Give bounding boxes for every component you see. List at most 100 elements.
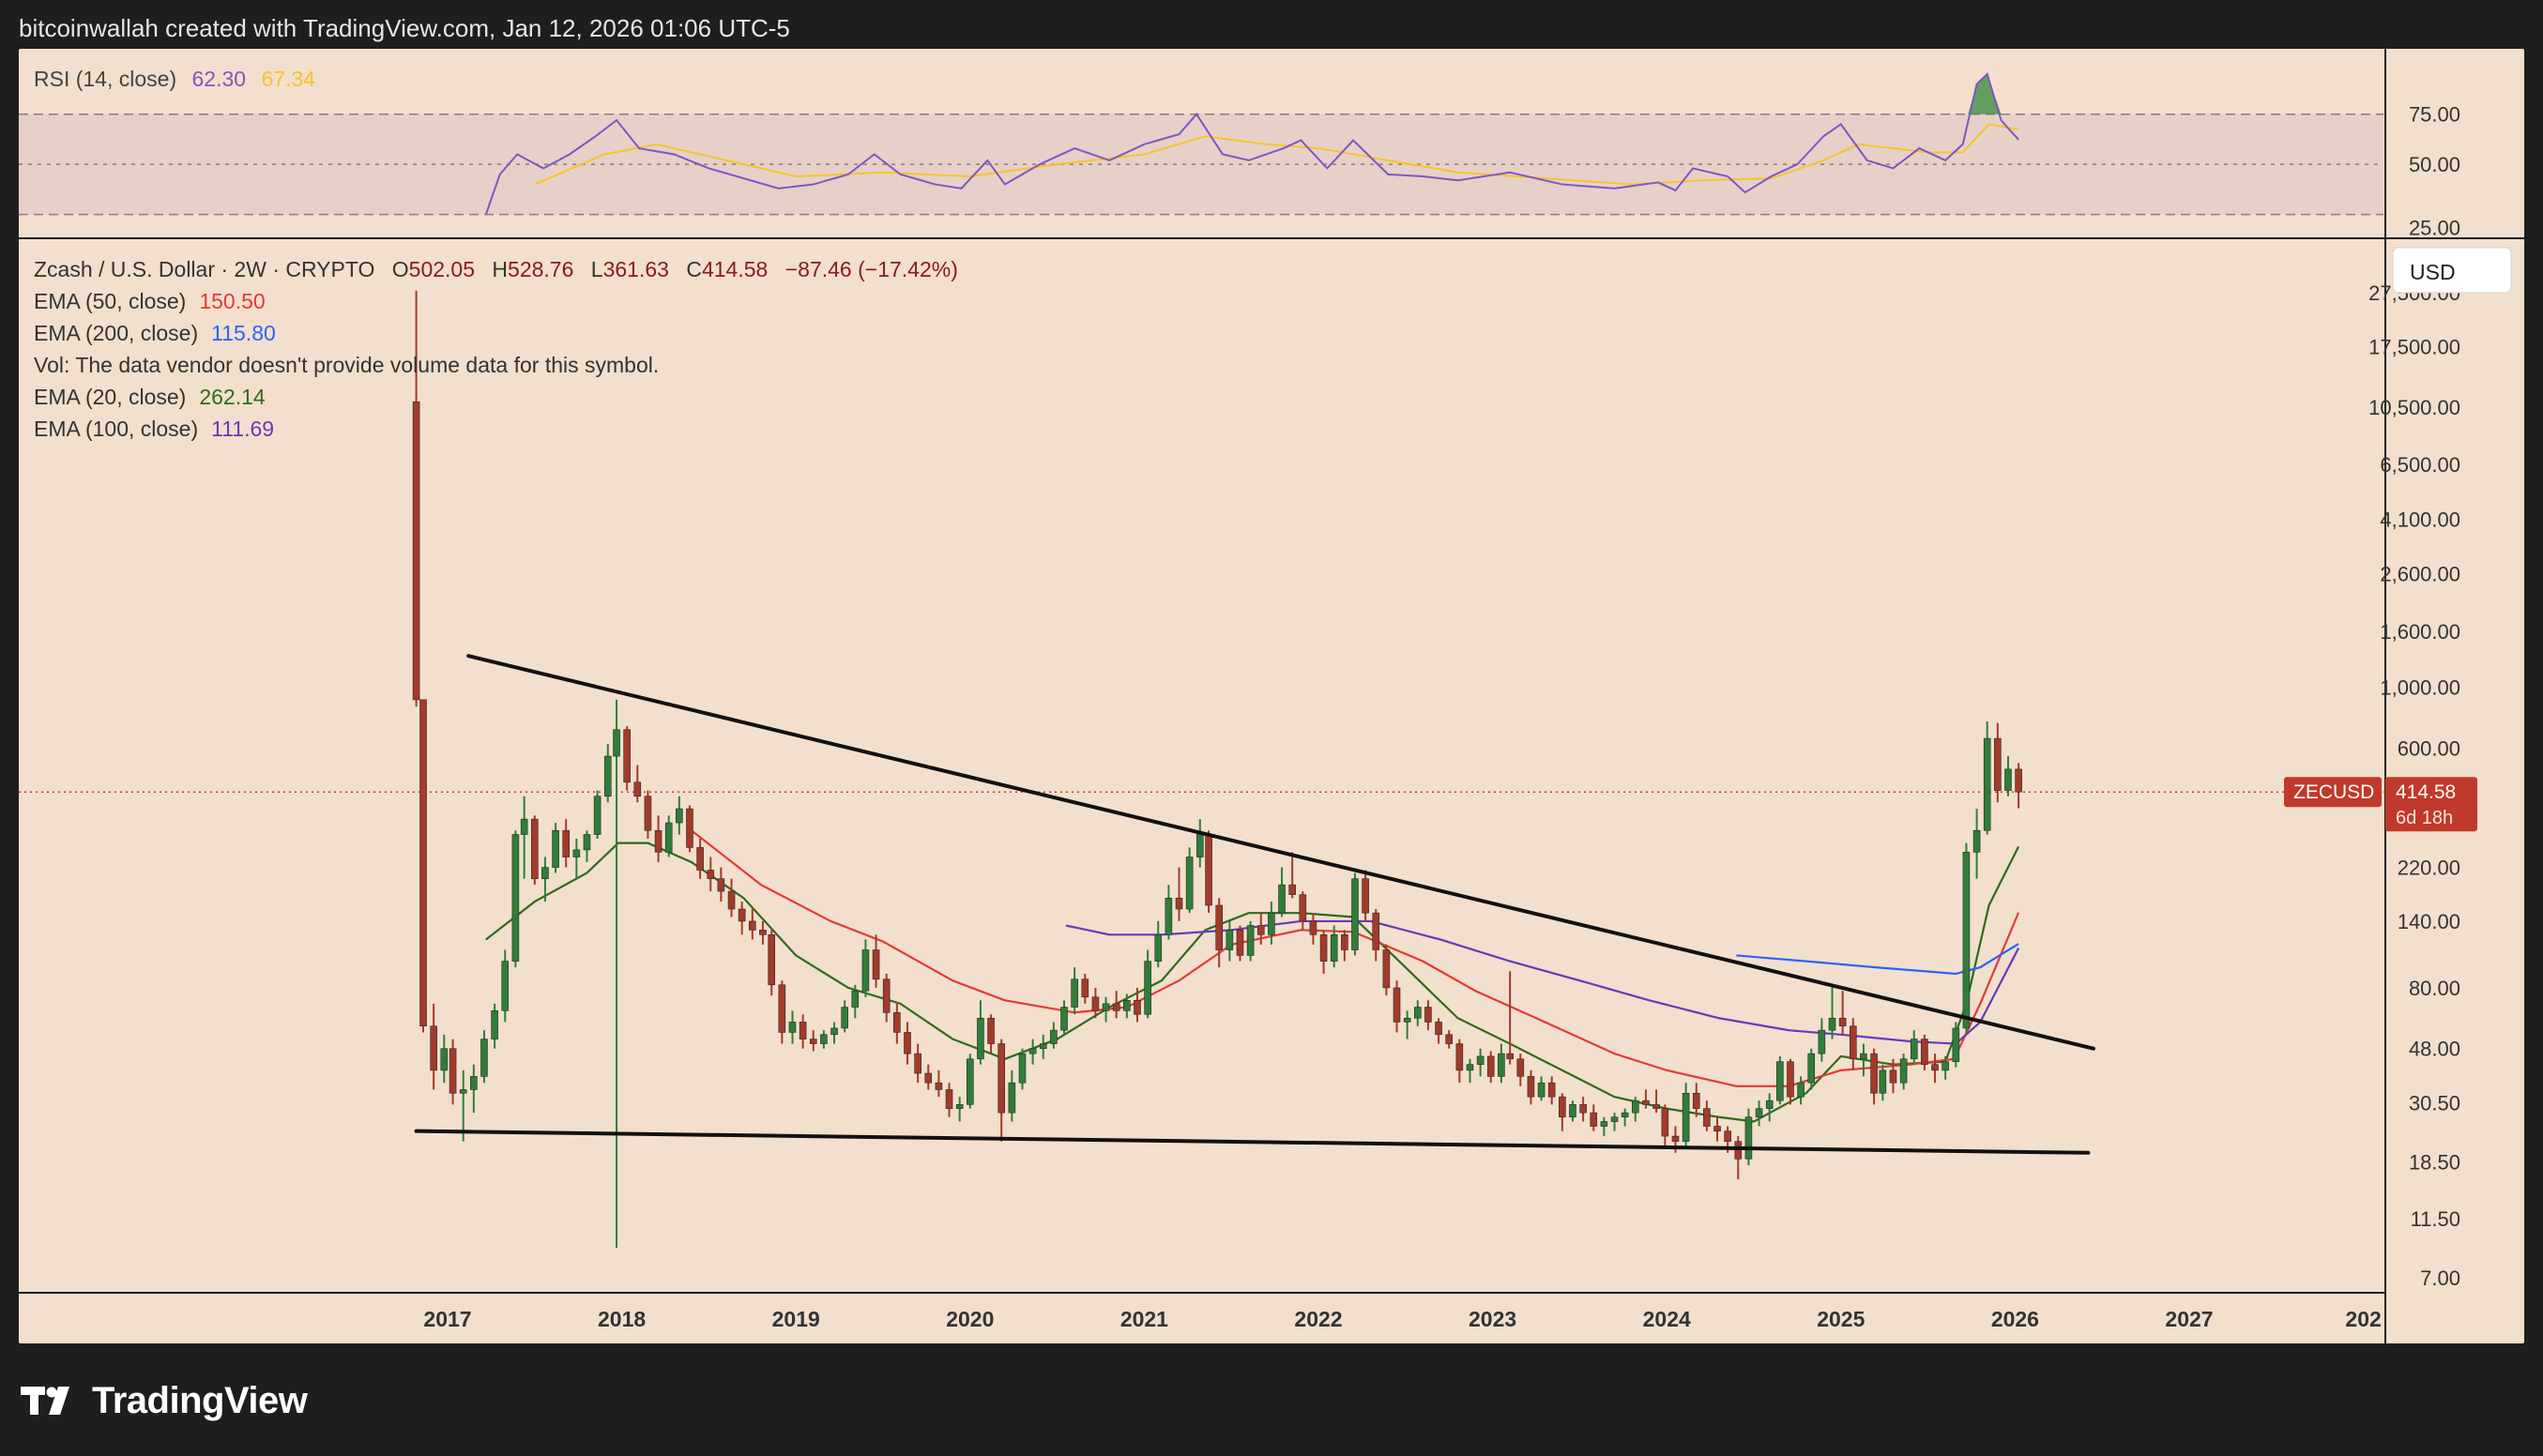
candle (707, 857, 715, 892)
candle (882, 973, 891, 1023)
candle (778, 980, 786, 1044)
candle-body (935, 1082, 943, 1090)
candle-body (1807, 1053, 1816, 1084)
candle-body (1631, 1100, 1639, 1114)
candle-body (1983, 737, 1991, 831)
price-axis-label: 600.00 (2398, 736, 2460, 760)
symbol-line: Zcash / U.S. Dollar · 2W · CRYPTO O502.0… (34, 257, 958, 281)
candle-body (851, 990, 860, 1008)
candle-body (654, 829, 662, 853)
candle-body (1330, 934, 1338, 962)
candle (1185, 847, 1194, 914)
candle-body (778, 984, 786, 1033)
candle-body (1621, 1112, 1629, 1118)
candle (572, 838, 581, 879)
candle-body (1060, 1007, 1068, 1031)
candle (449, 1039, 457, 1105)
candle (1330, 925, 1338, 968)
candle-body (1590, 1112, 1598, 1127)
candle (1807, 1048, 1816, 1090)
candle-body (412, 401, 420, 701)
candle (1600, 1116, 1608, 1137)
candle-body (1351, 878, 1359, 950)
candle-body (1246, 925, 1255, 956)
candle (1382, 944, 1391, 996)
candle (872, 934, 880, 988)
candle-body (501, 961, 510, 1011)
candle-body (1134, 999, 1141, 1015)
candle (851, 984, 860, 1019)
candle-body (799, 1022, 807, 1039)
candle (1050, 1022, 1058, 1049)
price-tag-countdown: 6d 18h (2396, 808, 2453, 828)
candle-body (2015, 768, 2022, 793)
candle-body (1537, 1082, 1546, 1098)
chart-svg[interactable]: RSI (14, close) 62.30 67.34 75.00 50.00 25… (19, 49, 2524, 1343)
chart-frame[interactable]: RSI (14, close) 62.30 67.34 75.00 50.00 25… (19, 49, 2524, 1343)
candle-body (1671, 1135, 1680, 1143)
candle (1899, 1054, 1908, 1090)
candle-body (1755, 1108, 1763, 1118)
candle (491, 1003, 498, 1049)
candle-body (924, 1072, 933, 1084)
candle (623, 726, 631, 791)
price-axis-label: 10,500.00 (2368, 396, 2460, 419)
candle-body (633, 781, 642, 797)
candle-body (491, 1010, 498, 1039)
legend-ema20: EMA (20, close) 262.14 (34, 385, 266, 409)
candle (1744, 1108, 1753, 1166)
candle (1818, 1018, 1826, 1062)
candle (1910, 1030, 1918, 1065)
candle-body (1931, 1064, 1939, 1071)
price-axis-label: 1,000.00 (2380, 675, 2460, 699)
candle-body (1838, 1017, 1847, 1027)
candle (1195, 819, 1204, 868)
candle-body (1849, 1025, 1857, 1060)
candle-body (1112, 1003, 1120, 1011)
legend-ema50: EMA (50, close) 150.50 (34, 289, 266, 313)
candle (1652, 1089, 1660, 1114)
candle-body (1445, 1034, 1453, 1044)
candle (1931, 1054, 1939, 1084)
price-axis-label: 140.00 (2398, 910, 2460, 933)
candle-body (1682, 1092, 1690, 1143)
price-axis-label: 1,600.00 (2380, 620, 2460, 644)
time-axis-label: 2018 (598, 1307, 646, 1331)
candle (1713, 1116, 1721, 1142)
candle (412, 290, 420, 707)
candle (470, 1064, 478, 1114)
trendline-descending-resistance[interactable] (466, 654, 2095, 1051)
candle (727, 878, 736, 918)
candle-body (480, 1039, 488, 1077)
candle-body (1942, 1061, 1949, 1071)
rsi-line (484, 72, 2019, 215)
candle (1424, 1000, 1432, 1031)
legend-ema100: EMA (100, close) 111.69 (34, 417, 274, 441)
candle (717, 867, 725, 902)
candle (1879, 1064, 1887, 1101)
candle (861, 939, 870, 997)
candle (1610, 1113, 1619, 1131)
currency-button-label[interactable]: USD (2410, 260, 2456, 284)
trendline-horizontal-support[interactable] (414, 1129, 2091, 1155)
candle (1590, 1104, 1598, 1131)
candle (1226, 920, 1234, 962)
price-axis: 27,500.0017,500.0010,500.006,500.004,100… (2368, 281, 2460, 1290)
main-legend: Zcash / U.S. Dollar · 2W · CRYPTO O502.0… (34, 257, 958, 441)
candle-body (1579, 1104, 1587, 1114)
candle (1527, 1069, 1535, 1105)
candle-body (676, 808, 683, 824)
candle-body (830, 1027, 838, 1036)
candle-body (1498, 1053, 1505, 1077)
candle-body (1215, 904, 1224, 950)
candle (644, 790, 652, 839)
tradingview-logo[interactable]: TradingView (21, 1379, 308, 1422)
currency-button[interactable]: USD (2392, 247, 2512, 294)
candle (1838, 991, 1847, 1035)
candle (966, 1054, 974, 1109)
candle-body (861, 949, 870, 992)
candle (1165, 885, 1173, 940)
candle (562, 819, 571, 868)
candle (1435, 1018, 1442, 1044)
candle-body (955, 1104, 964, 1109)
